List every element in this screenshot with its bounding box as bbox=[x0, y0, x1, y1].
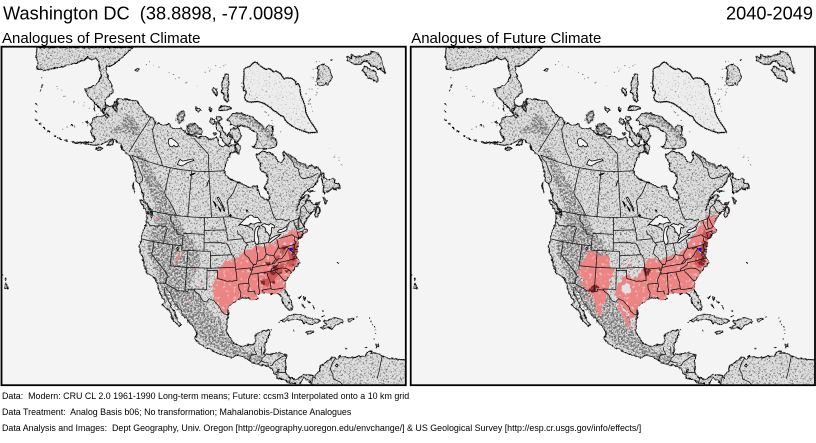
svg-text:Data: Modern: CRU CL 2.0 1961: Data: Modern: CRU CL 2.0 1961-1990 Long-… bbox=[2, 391, 409, 401]
svg-text:Analogues of Future Climate: Analogues of Future Climate bbox=[411, 30, 601, 47]
svg-text:Washington DC (38.8898, -77.0: Washington DC (38.8898, -77.0089) bbox=[3, 4, 300, 24]
svg-text:2040-2049: 2040-2049 bbox=[726, 4, 813, 24]
svg-text:Analogues of Present Climate: Analogues of Present Climate bbox=[2, 30, 200, 47]
svg-text:Data Treatment: Analog Basis: Data Treatment: Analog Basis b06; No tra… bbox=[2, 407, 352, 417]
svg-text:Data Analysis and Images: Dep: Data Analysis and Images: Dept Geography… bbox=[2, 423, 641, 433]
